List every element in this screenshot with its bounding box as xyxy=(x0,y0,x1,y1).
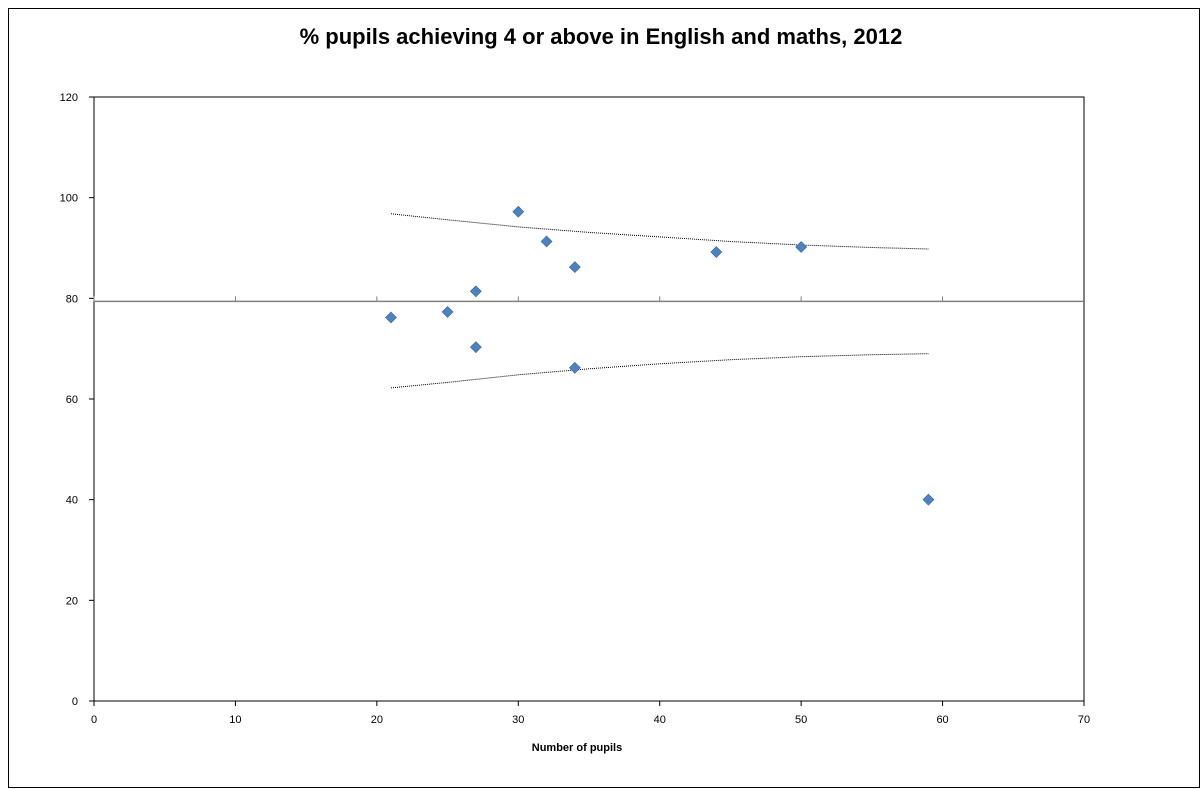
y-tick-label: 40 xyxy=(66,495,78,507)
x-tick-label: 60 xyxy=(936,714,948,726)
x-tick-label: 40 xyxy=(654,714,666,726)
x-tick-label: 30 xyxy=(512,714,524,726)
x-axis-title: Number of pupils xyxy=(532,742,622,754)
plot-area xyxy=(93,96,1085,702)
x-tick-label: 50 xyxy=(795,714,807,726)
data-point xyxy=(710,246,723,258)
upper-control-limit xyxy=(390,213,929,250)
x-tick-label: 0 xyxy=(91,714,97,726)
data-point xyxy=(385,311,397,324)
data-point xyxy=(512,205,525,218)
x-tick-label: 70 xyxy=(1078,714,1090,726)
data-point xyxy=(469,285,482,298)
data-point xyxy=(540,235,553,248)
lower-control-limit xyxy=(390,353,929,389)
data-point xyxy=(568,261,581,274)
data-point xyxy=(795,241,808,253)
y-tick-label: 100 xyxy=(60,193,78,205)
y-tick-label: 60 xyxy=(66,394,78,406)
x-tick-label: 10 xyxy=(229,714,241,726)
data-point xyxy=(441,305,454,318)
y-tick-label: 20 xyxy=(66,595,78,607)
data-point xyxy=(922,493,935,506)
chart-title: % pupils achieving 4 or above in English… xyxy=(299,24,903,49)
y-tick-label: 120 xyxy=(60,92,78,104)
data-point xyxy=(568,361,581,374)
y-tick-label: 80 xyxy=(66,293,78,305)
y-tick-label: 0 xyxy=(72,696,78,708)
x-tick-label: 20 xyxy=(371,714,383,726)
chart-frame xyxy=(8,8,1200,788)
data-point xyxy=(469,341,482,354)
